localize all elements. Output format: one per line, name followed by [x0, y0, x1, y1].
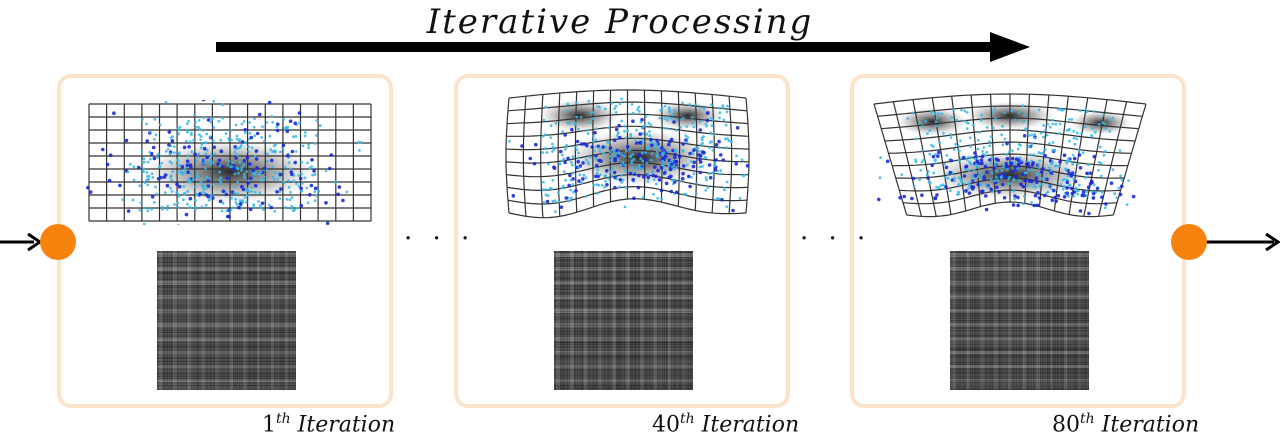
input-arrow: [0, 232, 43, 252]
output-node: [1171, 224, 1207, 260]
iteration-label-1: 1th Iteration: [262, 411, 396, 438]
matrix-heatmap-40: [554, 251, 693, 390]
diagram-title: Iterative Processing: [426, 2, 814, 42]
deformation-grid-40: [505, 89, 750, 219]
process-arrow: [216, 32, 1030, 62]
matrix-heatmap-80: [950, 251, 1089, 390]
matrix-heatmap-1: [157, 251, 296, 390]
deformation-grid-80: [873, 93, 1147, 218]
deformation-grid-1: [86, 100, 372, 225]
ellipsis-separator: · · ·: [404, 224, 476, 254]
input-node: [40, 224, 76, 260]
iteration-label-40: 40th Iteration: [652, 411, 800, 438]
iteration-label-80: 80th Iteration: [1052, 411, 1200, 438]
ellipsis-separator: · · ·: [800, 224, 872, 254]
output-arrow: [1204, 232, 1280, 252]
